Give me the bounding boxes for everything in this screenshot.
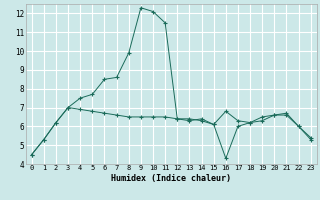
X-axis label: Humidex (Indice chaleur): Humidex (Indice chaleur) [111, 174, 231, 183]
